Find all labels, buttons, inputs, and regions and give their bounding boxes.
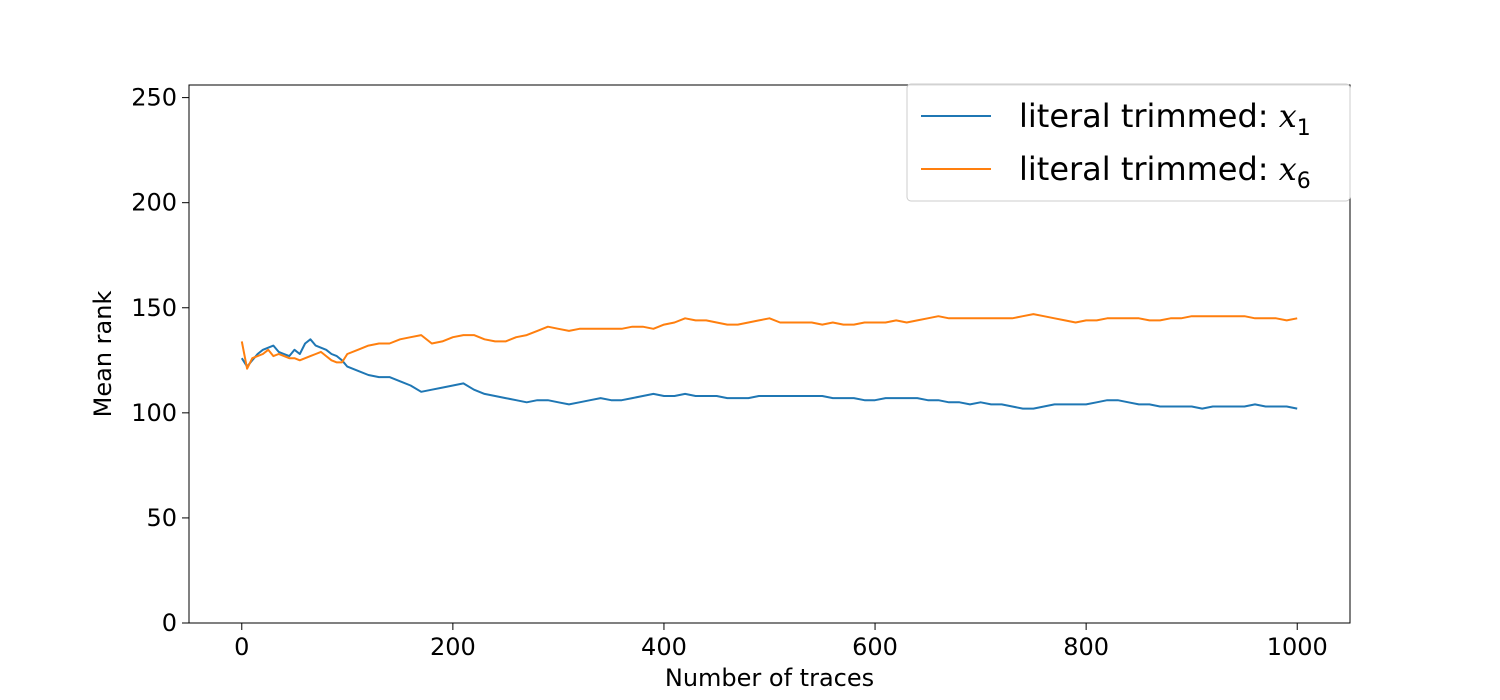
legend-math-symbol: x	[1279, 97, 1297, 135]
legend: literal trimmed: x1 literal trimmed: x6	[906, 83, 1351, 202]
x-tick-label: 800	[1063, 633, 1109, 661]
x-tick-label: 200	[430, 633, 476, 661]
legend-subscript: 6	[1297, 169, 1311, 194]
legend-subscript: 1	[1297, 116, 1311, 141]
plot-lines	[240, 313, 1298, 410]
x-tick-label: 0	[234, 633, 249, 661]
y-tick-label: 0	[162, 609, 177, 637]
y-axis-ticks: 0 50 100 150 200 250	[131, 84, 189, 637]
legend-label: literal trimmed: x6	[1019, 150, 1311, 194]
x-axis-label: Number of traces	[665, 664, 874, 692]
y-tick-label: 50	[146, 504, 177, 532]
series-line-2	[240, 313, 1298, 370]
x-tick-label: 600	[852, 633, 898, 661]
plot-area-frame	[188, 84, 1351, 624]
x-tick-label: 400	[641, 633, 687, 661]
y-axis-label: Mean rank	[89, 291, 117, 418]
y-tick-label: 100	[131, 399, 177, 427]
y-tick-label: 200	[131, 189, 177, 217]
legend-box	[906, 83, 1351, 202]
y-tick-label: 250	[131, 84, 177, 112]
x-tick-label: 1000	[1267, 633, 1328, 661]
legend-math-symbol: x	[1279, 150, 1297, 188]
series-line-1	[240, 338, 1298, 410]
y-tick-label: 150	[131, 294, 177, 322]
legend-label: literal trimmed: x1	[1019, 97, 1311, 141]
x-axis-ticks: 0 200 400 600 800 1000	[234, 623, 1328, 661]
